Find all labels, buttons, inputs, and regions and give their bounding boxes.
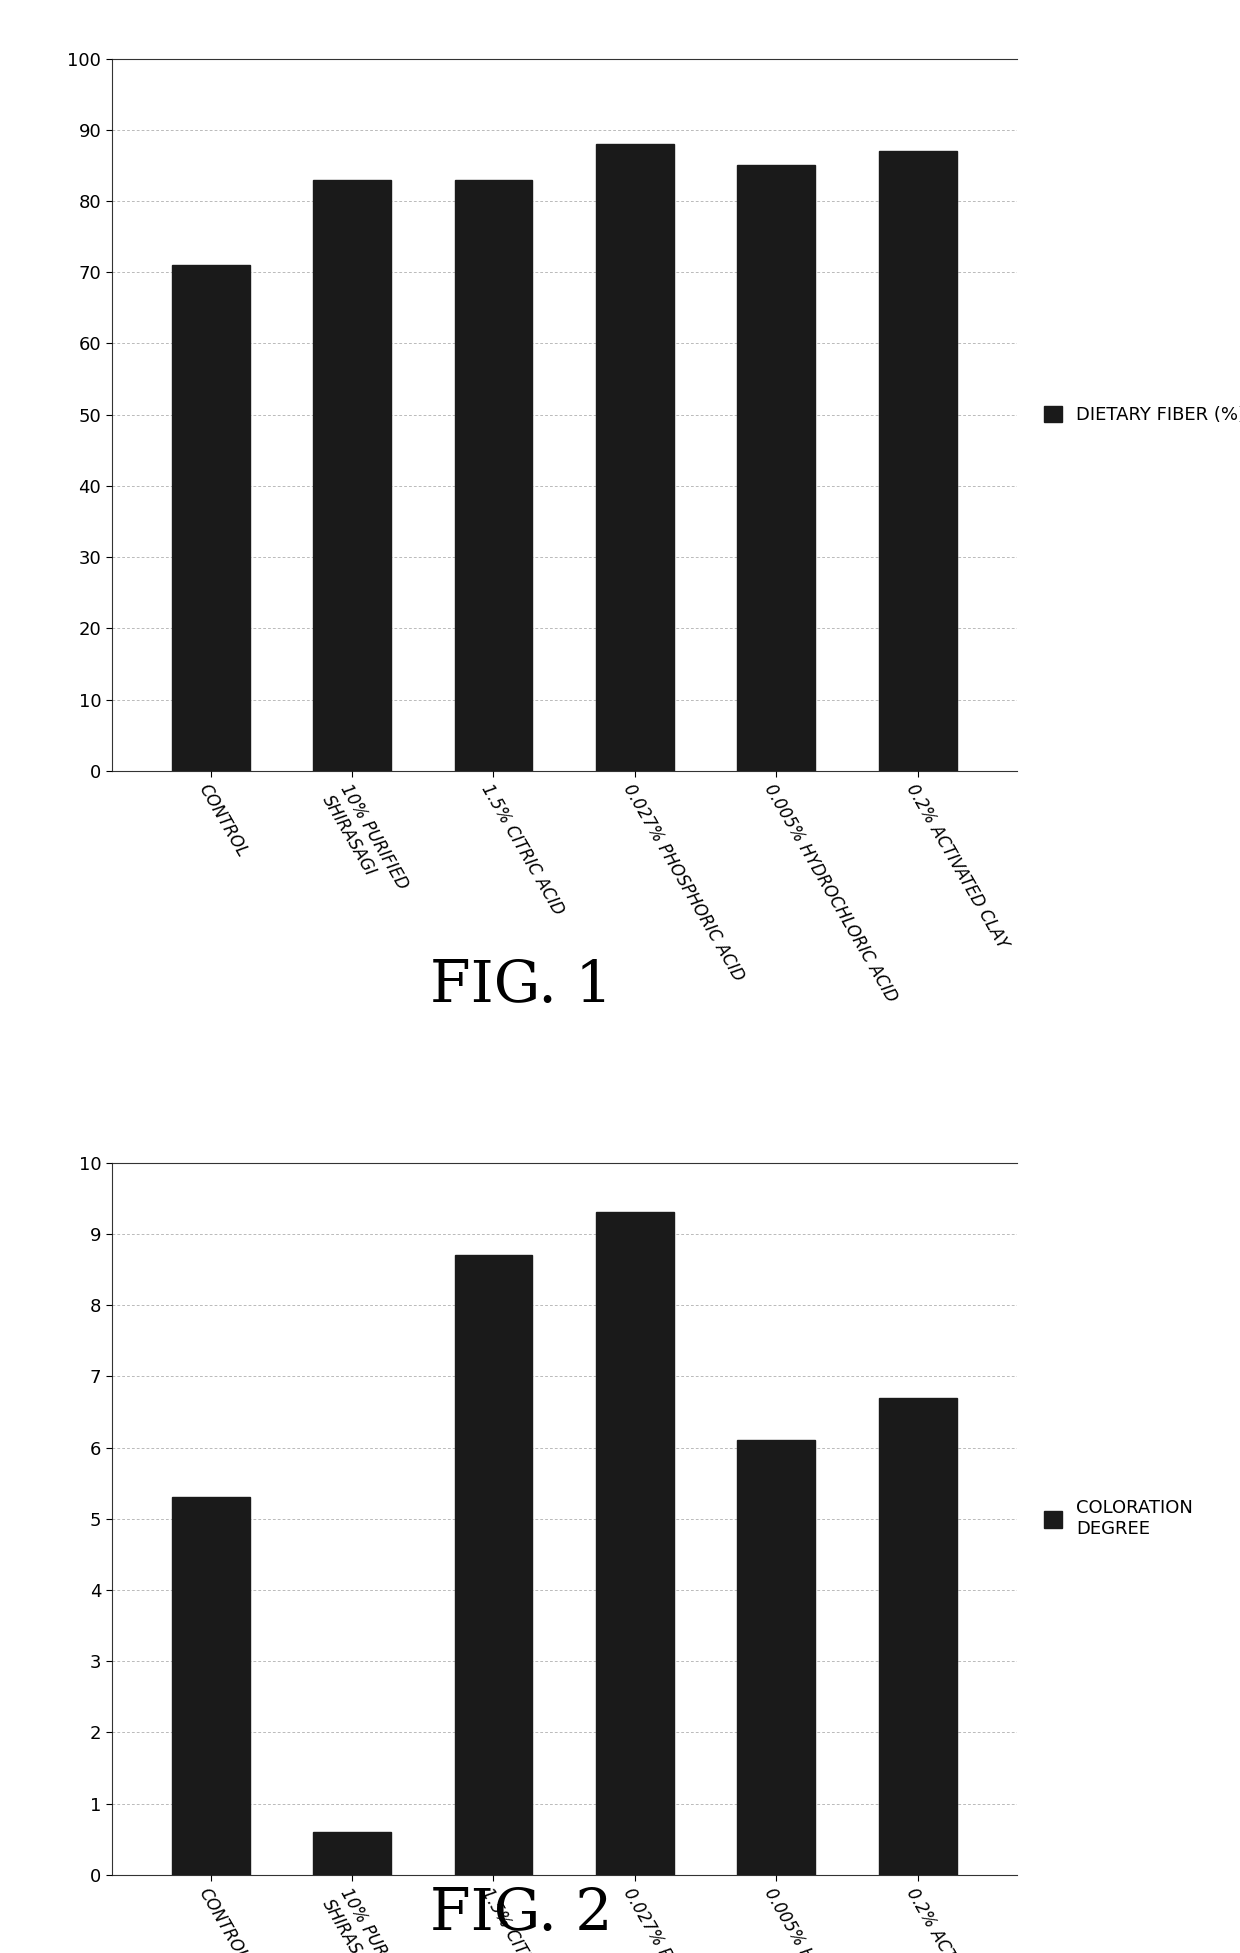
Bar [314, 1832, 391, 1875]
Bar [455, 180, 532, 771]
Bar [596, 1213, 673, 1875]
Bar [738, 166, 815, 771]
Bar [596, 145, 673, 771]
Bar [171, 1498, 249, 1875]
Text: FIG. 1: FIG. 1 [429, 959, 613, 1014]
Bar [738, 1441, 815, 1875]
Bar [879, 1398, 957, 1875]
Bar [171, 266, 249, 771]
Legend: DIETARY FIBER (%): DIETARY FIBER (%) [1044, 406, 1240, 424]
Bar [879, 150, 957, 771]
Bar [455, 1256, 532, 1875]
Bar [314, 180, 391, 771]
Text: FIG. 2: FIG. 2 [429, 1887, 613, 1941]
Legend: COLORATION
DEGREE: COLORATION DEGREE [1044, 1500, 1193, 1539]
